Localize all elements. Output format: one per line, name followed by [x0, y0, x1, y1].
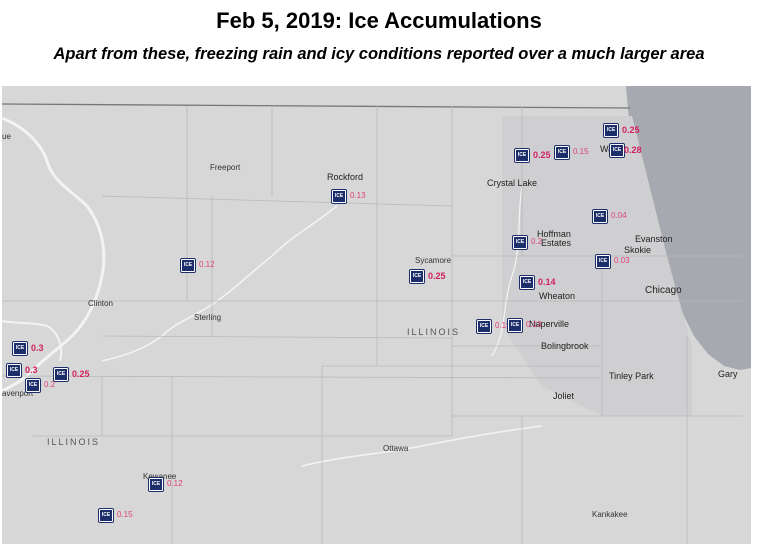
city-label-gary: Gary: [718, 369, 738, 379]
ice-value: 0.13: [350, 191, 366, 200]
ice-value: 0.14: [538, 277, 556, 287]
ice-marker-icon: [149, 478, 163, 491]
ice-marker-icon: [7, 364, 21, 377]
city-label-wheaton: Wheaton: [539, 291, 576, 301]
ice-report-marker[interactable]: 0.15: [555, 146, 589, 164]
city-label-joliet: Joliet: [553, 391, 575, 401]
city-label-kewanee: Kewanee: [143, 472, 177, 481]
city-label-clinton: Clinton: [88, 299, 113, 308]
ice-marker-icon: [99, 509, 113, 522]
ice-value: 0.03: [614, 256, 630, 265]
ice-report-marker[interactable]: 0.12: [181, 259, 215, 277]
ice-value: 0.2: [44, 380, 56, 389]
ice-value: 0.25: [72, 369, 90, 379]
city-label-rockford: Rockford: [327, 172, 364, 182]
map-canvas[interactable]: ILLINOIS ILLINOIS ue Freeport Rockford C…: [2, 86, 751, 544]
city-label-chicago: Chicago: [645, 285, 682, 296]
city-label-sterling: Sterling: [194, 313, 222, 322]
ice-report-marker[interactable]: 0.12: [149, 478, 183, 496]
city-label-tinley-park: Tinley Park: [609, 371, 654, 381]
ice-report-marker[interactable]: 0.3: [7, 364, 38, 382]
illinois-river: [301, 425, 543, 467]
ice-report-marker[interactable]: 0.2: [513, 236, 542, 254]
ice-marker-icon: [555, 146, 569, 159]
ice-report-marker[interactable]: 0.15: [99, 509, 133, 527]
ice-value: 0.25: [428, 271, 446, 281]
ice-marker-icon: [610, 144, 624, 157]
ice-value: 0.15: [573, 147, 589, 156]
ice-value: 0.25: [622, 125, 640, 135]
ice-marker-icon: [54, 368, 68, 381]
fox-river: [491, 185, 523, 357]
ice-value: 0.25: [533, 150, 551, 160]
ice-marker-icon: [508, 319, 522, 332]
ice-report-marker[interactable]: 0.25: [515, 149, 551, 167]
ice-marker-icon: [477, 320, 491, 333]
ice-report-marker[interactable]: 0.3: [13, 342, 44, 360]
state-line-north: [2, 103, 631, 109]
ice-value: 0.28: [624, 145, 642, 155]
ice-value: 0.12: [199, 260, 215, 269]
rock-river: [101, 205, 338, 362]
ice-marker-icon: [26, 379, 40, 392]
ice-marker-icon: [410, 270, 424, 283]
city-label-crystal-lake: Crystal Lake: [487, 178, 538, 188]
city-label-sycamore: Sycamore: [415, 256, 452, 265]
ice-value: 0.13: [526, 320, 542, 329]
ice-marker-icon: [181, 259, 195, 272]
ice-value: 0.15: [495, 321, 511, 330]
ice-report-marker[interactable]: 0.13: [332, 190, 366, 208]
city-label-skokie: Skokie: [624, 245, 652, 255]
ice-marker-icon: [593, 210, 607, 223]
city-label-bolingbrook: Bolingbrook: [541, 341, 589, 351]
lake-michigan: [626, 86, 751, 370]
ice-report-marker[interactable]: 0.13: [508, 319, 542, 337]
ice-value: 0.2: [531, 237, 543, 246]
ice-marker-icon: [604, 124, 618, 137]
ice-marker-icon: [515, 149, 529, 162]
ice-report-marker[interactable]: 0.25: [410, 270, 446, 288]
page-title: Feb 5, 2019: Ice Accumulations: [216, 8, 542, 33]
ice-marker-icon: [332, 190, 346, 203]
state-label-illinois-west: ILLINOIS: [47, 437, 101, 447]
ice-value: 0.15: [117, 510, 133, 519]
ice-marker-icon: [596, 255, 610, 268]
ice-report-marker[interactable]: 0.25: [604, 124, 640, 142]
page-subtitle: Apart from these, freezing rain and icy …: [53, 45, 705, 63]
ice-value: 0.12: [167, 479, 183, 488]
ice-marker-icon: [513, 236, 527, 249]
ice-report-marker[interactable]: 0.2: [26, 379, 55, 397]
city-label-estates: Estates: [541, 238, 572, 248]
city-label-ottawa: Ottawa: [383, 444, 409, 453]
mississippi-river: [2, 116, 106, 393]
ice-report-marker[interactable]: 0.15: [477, 320, 511, 338]
ice-report-marker[interactable]: 0.03: [596, 255, 630, 273]
state-label-illinois-east: ILLINOIS: [407, 327, 461, 337]
city-label-hoffman: Hoffman: [537, 229, 571, 239]
ice-marker-icon: [13, 342, 27, 355]
city-label-naperville: Naperville: [529, 319, 570, 329]
city-label-davenport: avenport: [2, 389, 34, 398]
city-label-evanston: Evanston: [635, 234, 673, 244]
ice-marker-icon: [520, 276, 534, 289]
city-label-ue: ue: [2, 132, 11, 141]
ice-value: 0.3: [25, 365, 38, 375]
ice-report-marker[interactable]: 0.04: [593, 210, 627, 228]
city-label-freeport: Freeport: [210, 163, 241, 172]
city-label-kankakee: Kankakee: [592, 510, 628, 519]
ice-report-marker[interactable]: 0.25: [54, 368, 90, 386]
ice-value: 0.3: [31, 343, 44, 353]
ice-report-marker[interactable]: 0.14: [520, 276, 556, 294]
ice-report-marker[interactable]: 0.28: [610, 144, 642, 162]
ice-value: 0.04: [611, 211, 627, 220]
river-branch: [2, 320, 63, 362]
